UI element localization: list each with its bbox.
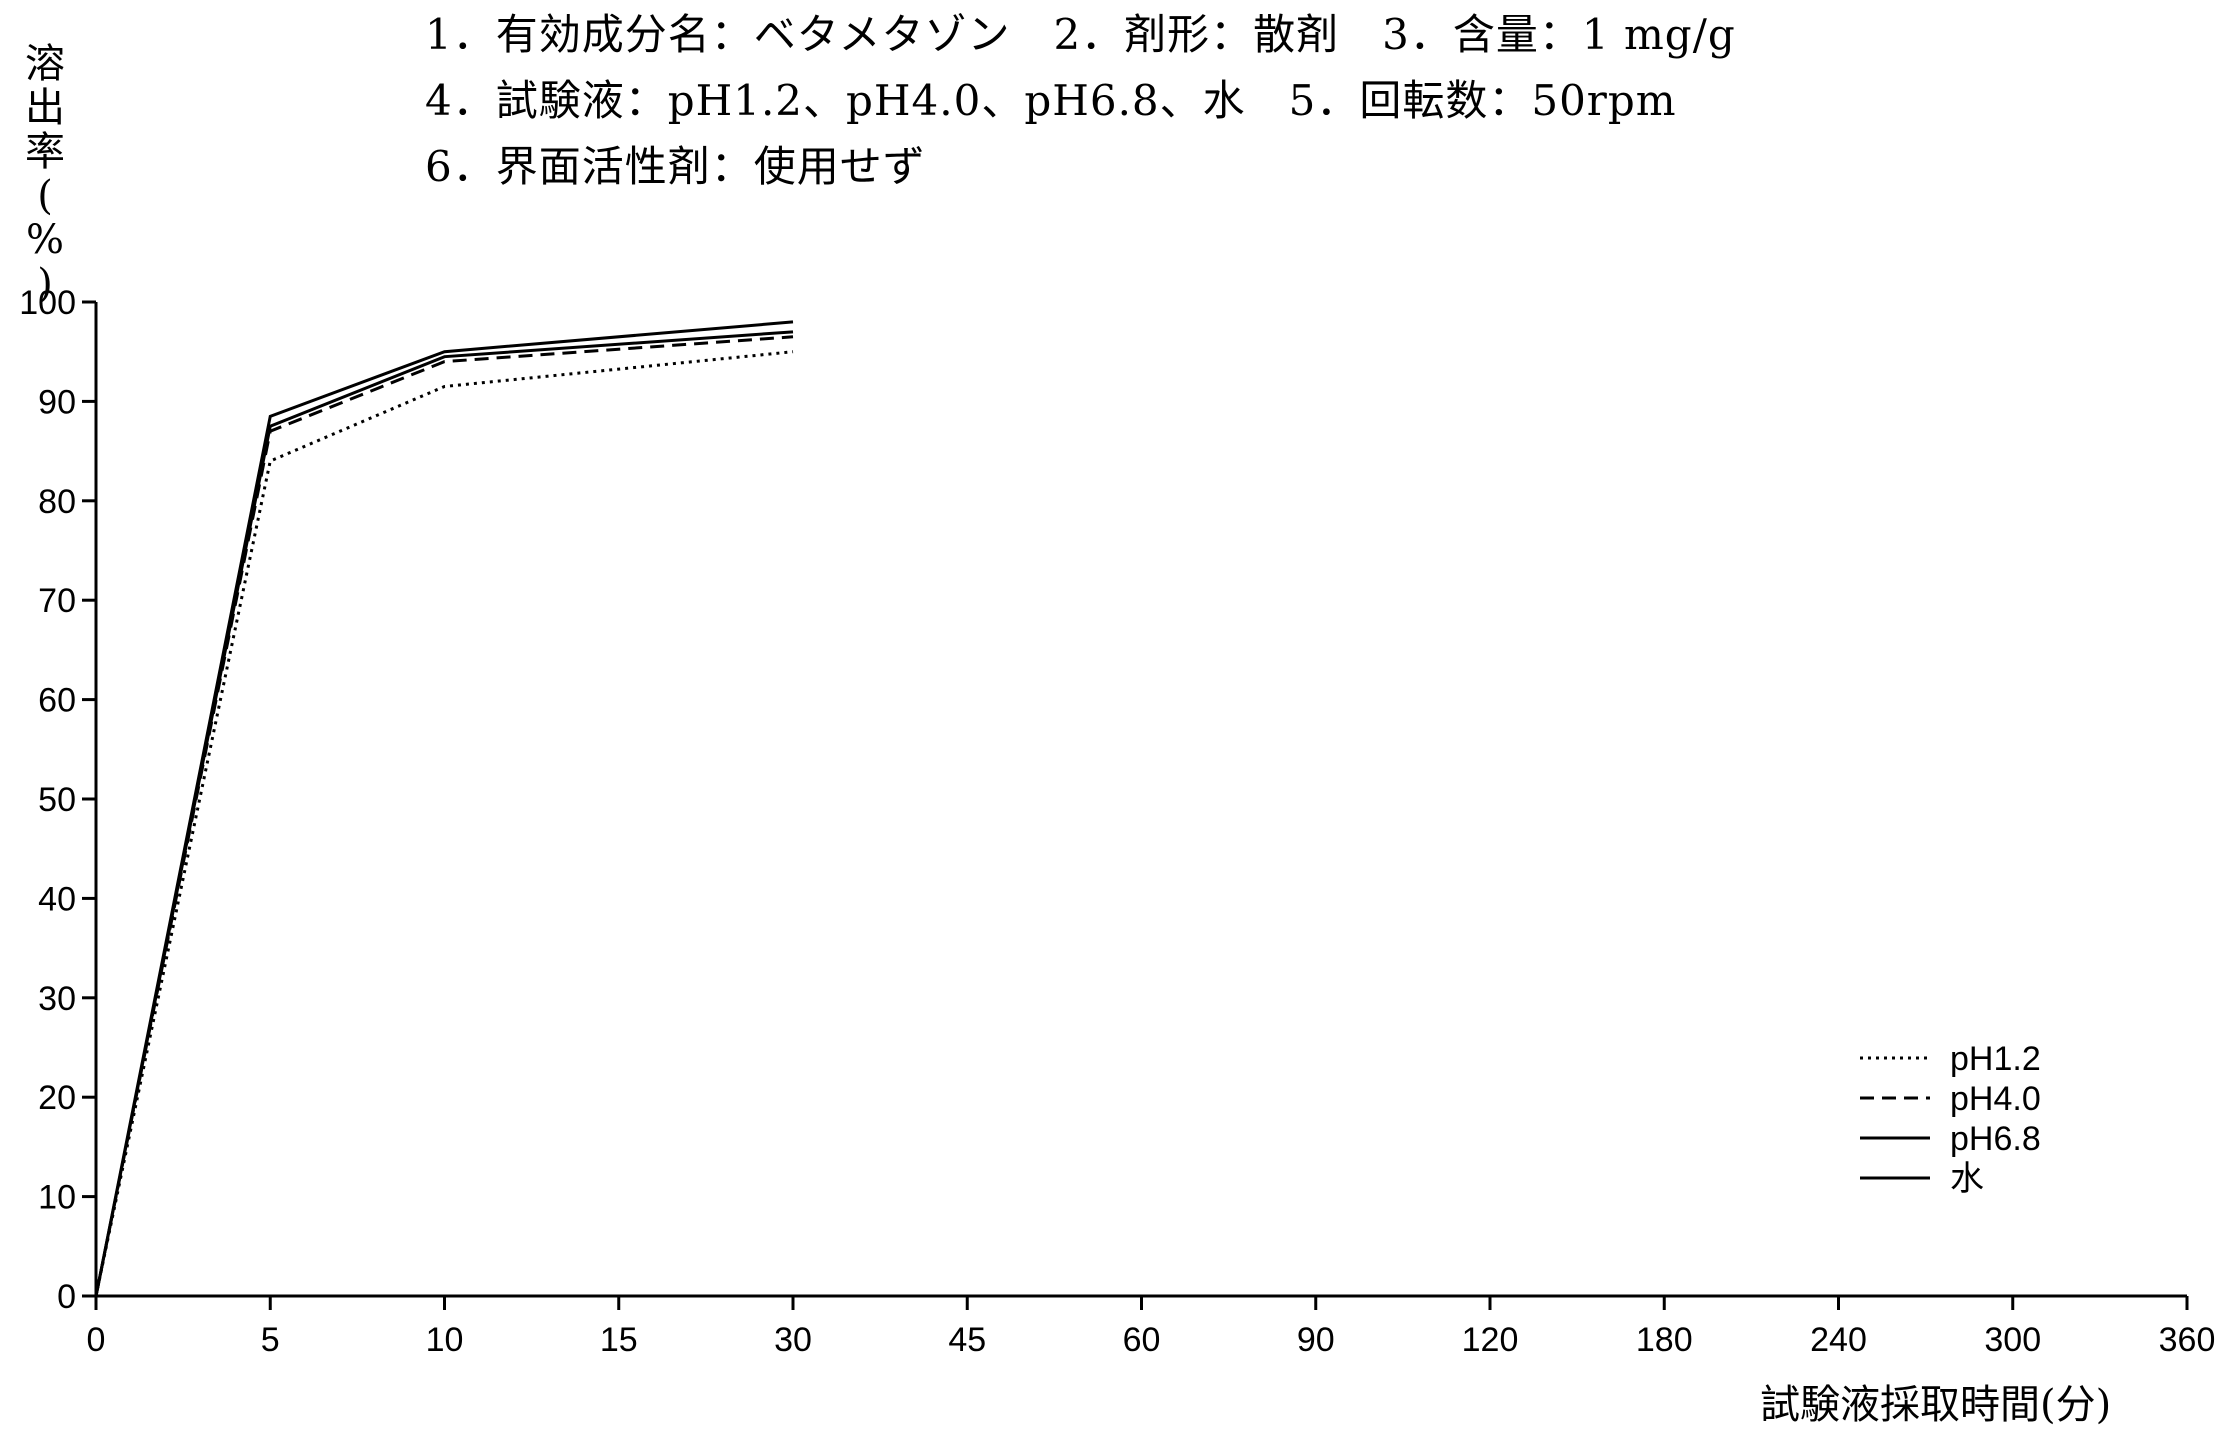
x-tick-label: 120 — [1462, 1321, 1519, 1359]
x-axis-label: 試験液採取時間(分) — [1760, 1372, 2111, 1430]
x-tick-label: 5 — [261, 1321, 280, 1359]
y-tick-label: 40 — [38, 880, 76, 918]
x-tick-label: 180 — [1636, 1321, 1693, 1359]
y-tick-label: 80 — [38, 483, 76, 521]
y-tick-label: 90 — [38, 383, 76, 421]
x-tick-label: 15 — [600, 1321, 638, 1359]
series-line-0 — [96, 352, 793, 1296]
x-tick-label: 10 — [426, 1321, 464, 1359]
x-tick-label: 90 — [1297, 1321, 1335, 1359]
y-tick-label: 10 — [38, 1179, 76, 1217]
series-line-2 — [96, 322, 793, 1296]
legend-label-0: pH1.2 — [1950, 1040, 2041, 1078]
series-line-3 — [96, 332, 793, 1296]
series-line-1 — [96, 337, 793, 1296]
x-tick-label: 60 — [1123, 1321, 1161, 1359]
x-tick-label: 240 — [1810, 1321, 1867, 1359]
x-tick-label: 30 — [774, 1321, 812, 1359]
x-tick-label: 300 — [1984, 1321, 2041, 1359]
y-tick-label: 70 — [38, 582, 76, 620]
y-tick-label: 30 — [38, 980, 76, 1018]
y-tick-label: 0 — [57, 1278, 76, 1316]
x-tick-label: 45 — [948, 1321, 986, 1359]
legend-label-1: pH4.0 — [1950, 1080, 2041, 1118]
x-tick-label: 360 — [2159, 1321, 2216, 1359]
y-tick-label: 60 — [38, 682, 76, 720]
y-tick-label: 50 — [38, 781, 76, 819]
y-tick-label: 20 — [38, 1079, 76, 1117]
x-tick-label: 0 — [87, 1321, 106, 1359]
legend-label-2: pH6.8 — [1950, 1120, 2041, 1158]
legend-label-3: 水 — [1950, 1160, 1984, 1198]
y-tick-label: 100 — [19, 284, 76, 322]
